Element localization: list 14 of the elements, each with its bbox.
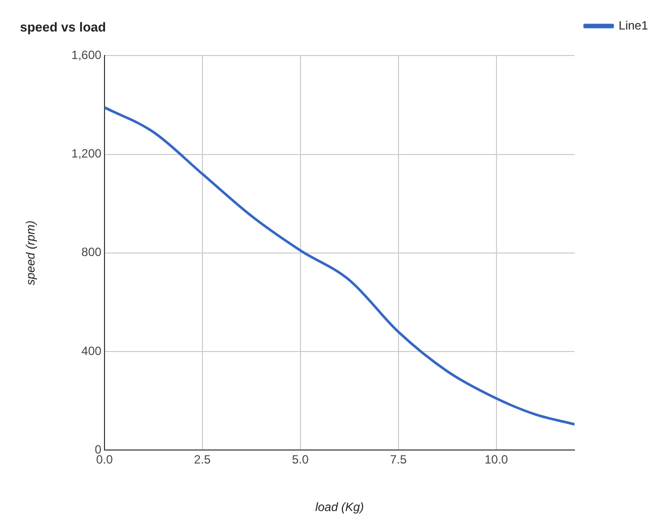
x-axis-title: load (Kg) — [315, 500, 364, 514]
x-tick-label: 5.0 — [292, 452, 310, 467]
chart-title: speed vs load — [20, 19, 106, 34]
y-axis-title: speed (rpm) — [24, 220, 38, 286]
x-tick-label: 0.0 — [96, 452, 114, 467]
x-tick-label: 2.5 — [194, 452, 212, 467]
y-tick-label: 800 — [81, 245, 102, 260]
x-tick-label: 7.5 — [390, 452, 407, 467]
legend-label: Line1 — [618, 18, 648, 32]
y-tick-label: 1,600 — [71, 48, 102, 62]
line-series — [104, 106, 575, 426]
y-tick-label: 1,200 — [71, 146, 102, 161]
x-tick-label: 10.0 — [484, 452, 508, 467]
y-tick-label: 400 — [81, 344, 102, 358]
